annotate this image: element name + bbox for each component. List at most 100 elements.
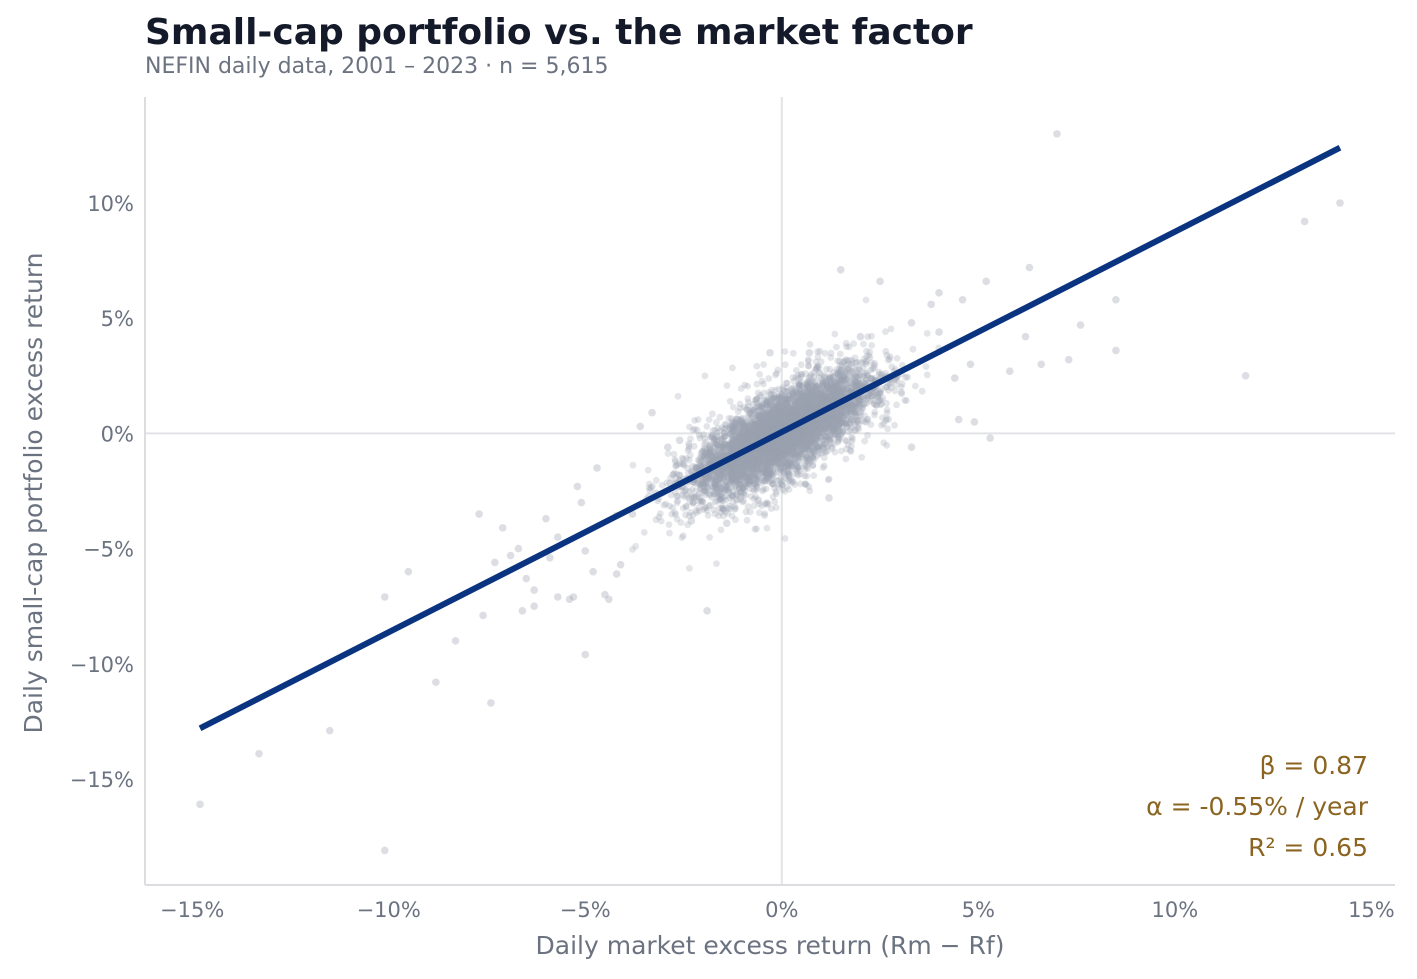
data-point xyxy=(779,439,787,446)
data-point xyxy=(849,380,857,387)
data-point xyxy=(792,434,799,442)
data-point xyxy=(788,394,795,402)
data-point xyxy=(829,412,837,420)
data-point xyxy=(842,417,850,425)
data-point xyxy=(632,542,640,550)
data-point xyxy=(788,412,796,420)
data-point xyxy=(757,431,765,439)
data-point xyxy=(768,441,776,449)
data-point xyxy=(743,470,750,477)
data-point xyxy=(767,447,774,455)
data-point xyxy=(743,405,750,413)
data-point xyxy=(883,383,891,391)
data-point xyxy=(782,433,790,441)
data-point xyxy=(827,381,835,389)
data-point xyxy=(716,474,724,482)
data-point xyxy=(758,431,765,439)
data-point xyxy=(739,484,747,492)
data-point xyxy=(794,471,802,479)
data-point xyxy=(826,413,834,421)
data-point xyxy=(785,396,793,403)
data-point xyxy=(808,387,816,395)
data-point xyxy=(798,430,806,438)
data-point xyxy=(825,398,833,405)
data-point xyxy=(769,417,777,425)
data-point xyxy=(820,426,828,434)
data-point xyxy=(768,395,775,403)
data-point xyxy=(742,455,750,463)
data-point xyxy=(733,458,741,465)
data-point xyxy=(760,380,767,388)
data-point xyxy=(779,393,786,400)
data-point xyxy=(668,510,676,518)
data-point xyxy=(829,426,836,434)
data-point xyxy=(703,423,711,430)
data-point xyxy=(753,453,761,460)
data-point xyxy=(767,415,775,423)
data-point xyxy=(787,395,794,403)
data-point xyxy=(758,502,766,510)
data-point xyxy=(816,392,824,400)
data-point xyxy=(814,401,822,409)
data-point xyxy=(825,413,833,421)
data-point xyxy=(818,396,826,404)
data-point xyxy=(799,405,806,412)
data-point xyxy=(812,389,820,397)
data-point xyxy=(727,422,734,429)
data-point xyxy=(732,415,740,423)
data-point xyxy=(763,446,770,454)
data-point xyxy=(793,451,801,458)
data-point xyxy=(825,426,833,434)
data-point xyxy=(831,431,839,438)
data-point xyxy=(730,441,737,449)
data-point xyxy=(775,411,782,419)
data-point xyxy=(767,505,775,512)
data-point xyxy=(740,468,748,476)
data-point xyxy=(854,417,862,424)
data-point xyxy=(826,385,834,393)
data-point xyxy=(864,372,872,380)
data-point xyxy=(854,423,862,431)
data-point xyxy=(795,410,803,418)
data-point xyxy=(686,564,693,572)
data-point xyxy=(839,404,846,411)
data-point xyxy=(698,463,706,470)
data-point xyxy=(806,396,813,403)
data-point xyxy=(753,395,761,402)
data-point xyxy=(793,388,800,395)
data-point xyxy=(772,459,779,466)
data-point xyxy=(818,399,825,407)
data-point xyxy=(843,343,851,350)
data-point xyxy=(735,435,743,442)
data-point xyxy=(803,407,810,415)
data-point xyxy=(761,471,768,479)
data-point xyxy=(850,370,857,378)
data-point xyxy=(811,435,818,442)
data-point xyxy=(810,390,818,397)
data-point xyxy=(806,341,814,348)
data-point xyxy=(758,466,766,474)
data-point xyxy=(784,462,791,470)
data-point xyxy=(764,421,772,428)
data-point xyxy=(770,447,778,454)
data-point xyxy=(795,458,803,465)
data-point xyxy=(767,423,774,431)
data-point xyxy=(763,399,771,407)
data-point xyxy=(777,474,785,482)
data-point xyxy=(871,408,879,416)
data-point xyxy=(726,424,733,432)
data-point xyxy=(835,422,843,430)
data-point xyxy=(769,493,777,501)
data-point xyxy=(789,404,797,412)
data-point xyxy=(829,426,837,433)
data-point xyxy=(797,480,804,488)
data-point xyxy=(800,401,807,409)
data-point xyxy=(817,400,825,407)
data-point xyxy=(754,419,762,427)
data-point xyxy=(770,416,777,424)
data-point xyxy=(788,441,795,448)
data-point xyxy=(725,414,733,422)
data-point xyxy=(781,535,789,542)
data-point xyxy=(816,446,823,454)
data-point xyxy=(788,438,795,446)
